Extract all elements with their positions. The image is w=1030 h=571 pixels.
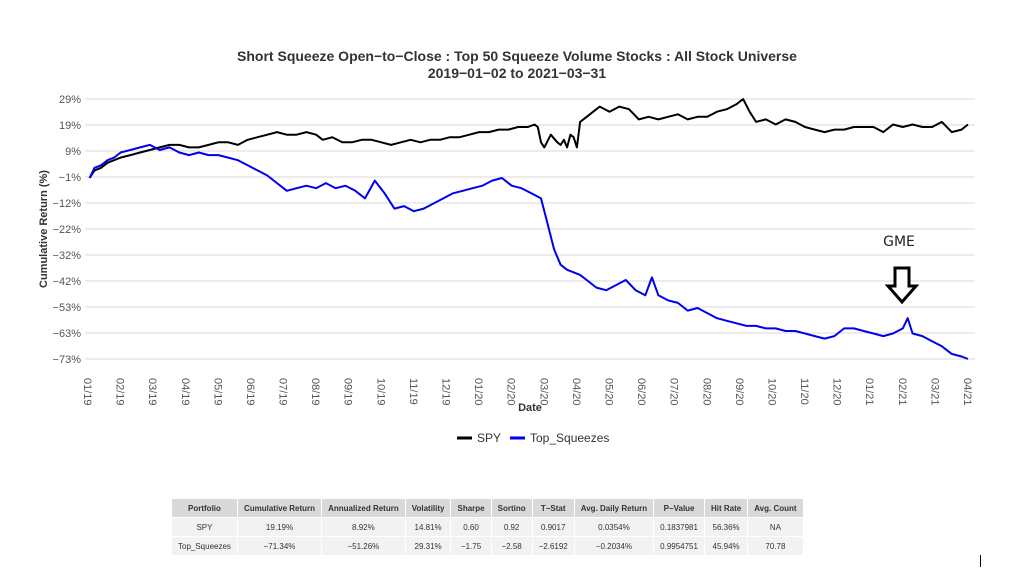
header-avg-count: Avg. Count bbox=[747, 499, 804, 518]
text-cursor bbox=[980, 555, 981, 567]
y-tick-label: −12% bbox=[53, 198, 82, 210]
cell-sortino: −2.58 bbox=[491, 536, 533, 555]
header-cumulative-return: Cumulative Return bbox=[237, 499, 323, 518]
header-portfolio: Portfolio bbox=[172, 499, 238, 518]
x-tick-label: 06/19 bbox=[244, 378, 256, 406]
x-tick-label: 09/19 bbox=[342, 378, 354, 406]
cell-hit-rate: 56.36% bbox=[704, 517, 749, 537]
chart-subtitle: 2019−01−02 to 2021−03−31 bbox=[428, 65, 606, 81]
x-tick-label: 02/20 bbox=[505, 378, 517, 406]
y-axis-ticks: 29% 19% 9% −1% −12% −22% −32% −42% −53% −63% −73% bbox=[53, 94, 82, 366]
header-p-value: P−Value bbox=[653, 499, 705, 518]
x-tick-label: 05/20 bbox=[602, 378, 614, 406]
x-tick-label: 03/19 bbox=[146, 378, 158, 406]
table-row: SPY 19.19% 8.92% 14.81% 0.60 0.92 0.9017… bbox=[172, 517, 804, 537]
cell-avg-count: 70.78 bbox=[747, 536, 804, 555]
x-tick-label: 08/20 bbox=[700, 378, 712, 406]
cell-annualized-return: −51.26% bbox=[321, 536, 406, 555]
y-tick-label: −63% bbox=[53, 328, 82, 340]
x-tick-label: 04/20 bbox=[570, 378, 582, 406]
y-tick-label: −53% bbox=[53, 302, 82, 314]
series-lines bbox=[88, 98, 969, 360]
x-tick-label: 06/20 bbox=[635, 378, 647, 406]
x-axis-ticks: 01/19 02/19 03/19 04/19 05/19 06/19 07/19 08/19… bbox=[81, 378, 973, 406]
gridlines bbox=[85, 98, 975, 360]
header-annualized-return: Annualized Return bbox=[321, 499, 406, 518]
cell-avg-daily-return: 0.0354% bbox=[574, 517, 655, 537]
y-tick-label: 29% bbox=[59, 94, 81, 106]
header-avg-daily-return: Avg. Daily Return bbox=[574, 499, 655, 518]
annotation-label: GME bbox=[883, 234, 915, 250]
x-tick-label: 02/21 bbox=[896, 378, 908, 406]
cell-avg-daily-return: −0.2034% bbox=[574, 536, 655, 555]
legend-item-spy[interactable]: SPY bbox=[457, 431, 501, 445]
x-tick-label: 03/21 bbox=[928, 378, 940, 406]
legend-label-top-squeezes: Top_Squeezes bbox=[530, 431, 609, 445]
cell-volatility: 29.31% bbox=[405, 536, 452, 555]
cell-cumulative-return: −71.34% bbox=[237, 536, 323, 555]
header-sharpe: Sharpe bbox=[450, 499, 492, 518]
cell-portfolio: SPY bbox=[172, 517, 238, 537]
y-tick-label: 9% bbox=[65, 146, 81, 158]
x-tick-label: 02/19 bbox=[114, 378, 126, 406]
cell-volatility: 14.81% bbox=[405, 517, 452, 537]
cell-sharpe: −1.75 bbox=[450, 536, 492, 555]
x-tick-label: 11/20 bbox=[798, 378, 810, 405]
annotation-gme: GME bbox=[883, 234, 920, 305]
cell-annualized-return: 8.92% bbox=[321, 517, 406, 537]
x-tick-label: 08/19 bbox=[309, 378, 321, 406]
y-tick-label: −32% bbox=[53, 250, 82, 262]
x-tick-label: 01/19 bbox=[81, 378, 93, 406]
y-tick-label: −22% bbox=[53, 224, 82, 236]
x-axis-label: Date bbox=[518, 402, 542, 414]
y-tick-label: −42% bbox=[53, 276, 82, 288]
x-tick-label: 10/20 bbox=[765, 378, 777, 406]
down-arrow-icon bbox=[884, 266, 920, 305]
x-tick-label: 10/19 bbox=[374, 378, 386, 406]
x-tick-label: 07/20 bbox=[668, 378, 680, 406]
x-tick-label: 04/21 bbox=[961, 378, 973, 406]
x-tick-label: 12/20 bbox=[831, 378, 843, 406]
cell-hit-rate: 45.94% bbox=[704, 536, 749, 555]
x-tick-label: 11/19 bbox=[407, 378, 419, 405]
legend[interactable]: SPY Top_Squeezes bbox=[457, 431, 609, 445]
chart-title: Short Squeeze Open−to−Close : Top 50 Squ… bbox=[237, 48, 797, 64]
cell-portfolio: Top_Squeezes bbox=[172, 536, 238, 555]
cell-avg-count: NA bbox=[747, 517, 804, 537]
header-hit-rate: Hit Rate bbox=[704, 499, 749, 518]
x-tick-label: 01/21 bbox=[863, 378, 875, 406]
cell-t-stat: −2.6192 bbox=[532, 536, 575, 555]
header-sortino: Sortino bbox=[491, 499, 533, 518]
y-tick-label: 19% bbox=[59, 120, 81, 132]
legend-item-top-squeezes[interactable]: Top_Squeezes bbox=[510, 431, 609, 445]
header-volatility: Volatility bbox=[405, 499, 452, 518]
stats-table: Portfolio Cumulative Return Annualized R… bbox=[172, 499, 804, 555]
legend-label-spy: SPY bbox=[477, 431, 501, 445]
series-line-top-squeezes bbox=[88, 143, 969, 360]
series-line-spy bbox=[88, 98, 969, 179]
stats-header-row: Portfolio Cumulative Return Annualized R… bbox=[172, 499, 804, 518]
y-tick-label: −1% bbox=[59, 172, 82, 184]
x-tick-label: 01/20 bbox=[472, 378, 484, 406]
x-tick-label: 12/19 bbox=[440, 378, 452, 406]
x-tick-label: 05/19 bbox=[211, 378, 223, 406]
y-axis-label: Cumulative Return (%) bbox=[38, 170, 50, 288]
x-tick-label: 07/19 bbox=[277, 378, 289, 406]
y-tick-label: −73% bbox=[53, 354, 82, 366]
x-tick-label: 03/20 bbox=[537, 378, 549, 406]
cell-sharpe: 0.60 bbox=[450, 517, 492, 537]
table-row: Top_Squeezes −71.34% −51.26% 29.31% −1.7… bbox=[172, 536, 804, 555]
x-tick-label: 09/20 bbox=[733, 378, 745, 406]
chart: Short Squeeze Open−to−Close : Top 50 Squ… bbox=[38, 48, 975, 445]
x-tick-label: 04/19 bbox=[179, 378, 191, 406]
cell-t-stat: 0.9017 bbox=[532, 517, 575, 537]
cell-p-value: 0.1837981 bbox=[653, 517, 705, 537]
cell-p-value: 0.9954751 bbox=[653, 536, 705, 555]
cell-cumulative-return: 19.19% bbox=[237, 517, 323, 537]
header-t-stat: T−Stat bbox=[532, 499, 575, 518]
cell-sortino: 0.92 bbox=[491, 517, 533, 537]
